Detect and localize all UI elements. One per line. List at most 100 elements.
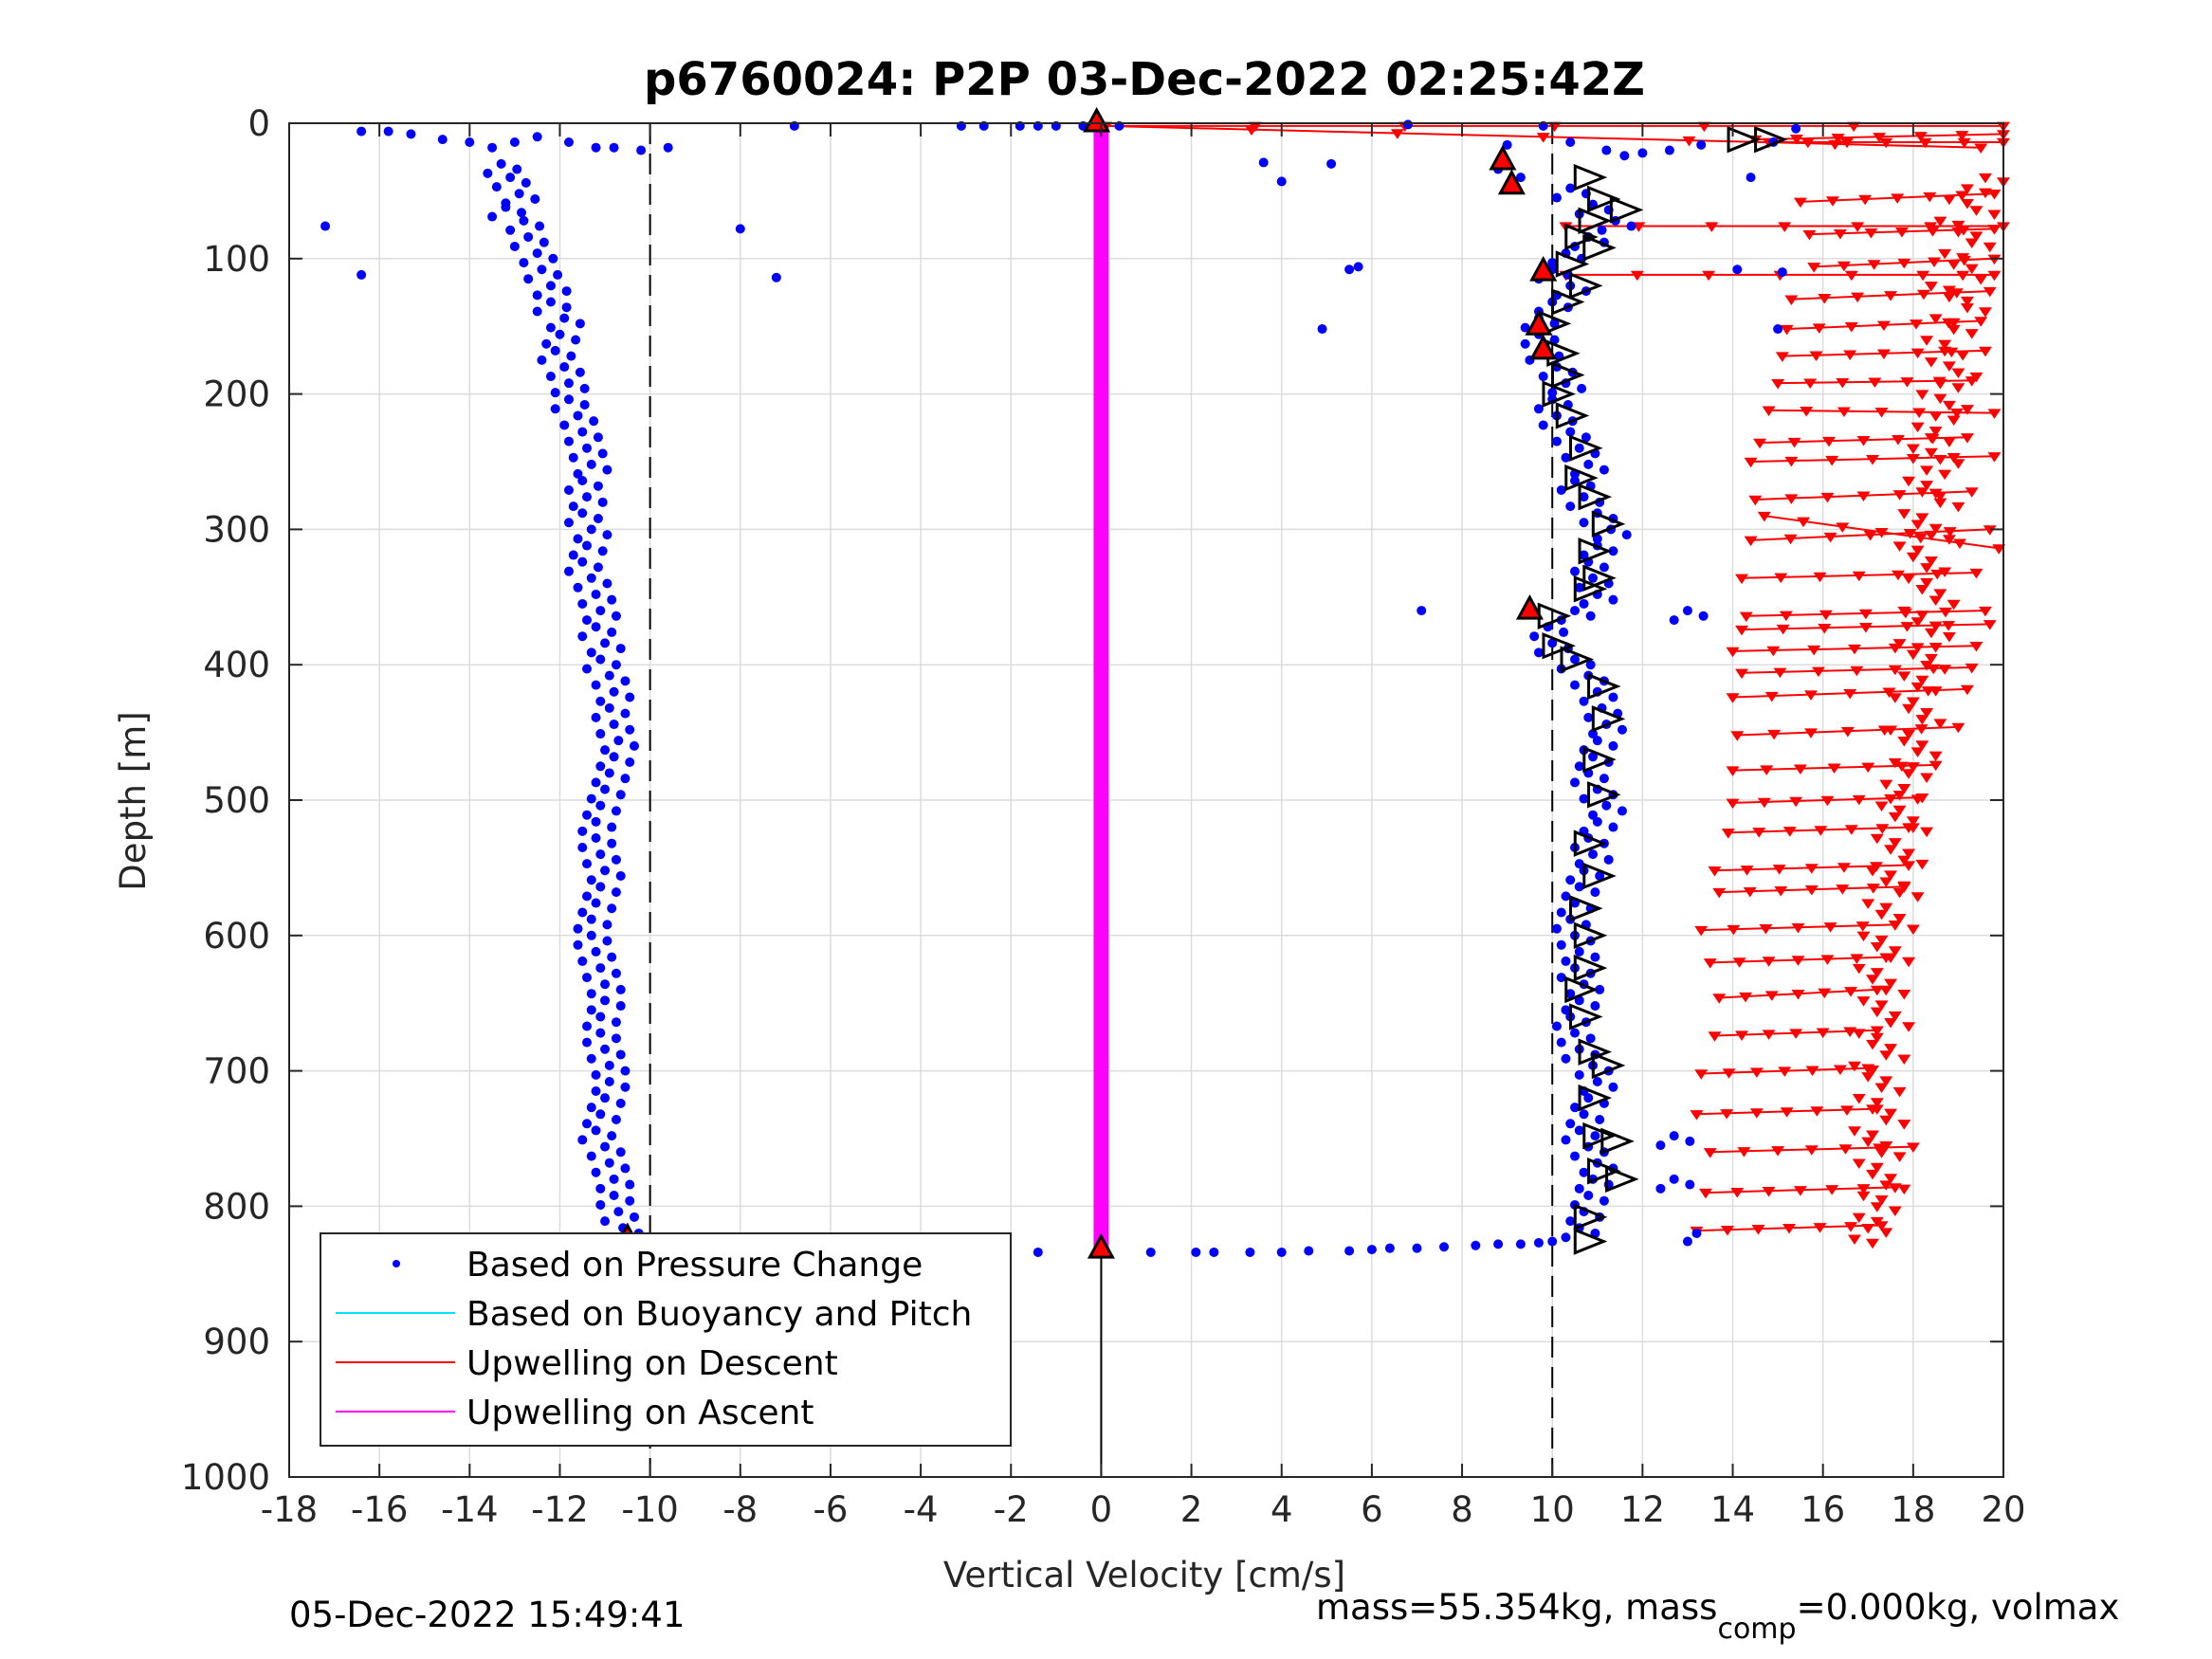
descent-marker [1810,1106,1824,1117]
pressure-point [487,142,498,153]
descent-cloud-marker [1910,747,1925,757]
pressure-point [615,644,626,654]
descent-marker [1914,724,1929,735]
descent-marker [1727,924,1741,936]
pressure-point [1583,712,1594,722]
descent-cloud-marker [1969,206,1983,216]
pressure-point [1533,647,1544,658]
descent-marker [1852,794,1866,806]
pressure-point [1617,806,1627,816]
pressure-point [1685,1179,1695,1190]
descent-marker [1837,863,1851,873]
open-triangle-marker [1564,975,1599,1004]
pressure-point [1417,606,1427,616]
y-tick-label: 100 [203,239,270,280]
legend-label-ascent: Upwelling on Ascent [466,1394,814,1432]
pressure-point [1565,875,1576,885]
descent-cloud-marker [1902,476,1916,487]
descent-cloud-marker [1861,1137,1875,1148]
pressure-point [559,362,570,373]
descent-cloud-marker [1965,329,1979,339]
pressure-point [1556,939,1566,950]
descent-marker [1690,1110,1704,1121]
descent-cloud-marker [1942,535,1956,545]
pressure-point [1669,1131,1679,1141]
descent-marker [1536,133,1550,143]
pressure-point [593,562,603,573]
descent-marker [1844,987,1858,997]
descent-marker [1978,606,1992,617]
pressure-point [591,142,601,153]
filled-red-marker [1515,593,1544,620]
descent-cloud-marker [1874,1148,1889,1158]
pressure-point [1276,176,1287,187]
descent-cloud-marker [1929,751,1943,762]
pressure-point [1402,119,1413,130]
pressure-point [1529,631,1540,642]
descent-cloud-marker [1910,520,1925,530]
pressure-point [1533,404,1544,414]
descent-cloud-marker [1870,833,1884,845]
pressure-point [586,930,596,940]
pressure-point [1664,145,1674,155]
x-tick-label: -8 [722,1489,758,1530]
pressure-point [491,182,502,192]
pressure-point [1592,816,1602,827]
pressure-point [607,627,617,637]
descent-cloud-marker [1870,1162,1884,1174]
x-tick-label: 4 [1271,1489,1293,1530]
pressure-point [1547,388,1558,398]
pressure-point [1493,1239,1504,1249]
descent-cloud-marker [1879,1180,1893,1191]
descent-cloud-marker [1965,238,1979,248]
descent-marker [1825,196,1839,207]
pressure-point [1592,736,1602,746]
pressure-point [615,870,626,881]
x-tick-label: -14 [441,1489,498,1530]
descent-marker [1807,645,1821,656]
pressure-point [602,530,612,540]
pressure-point [1608,546,1618,556]
descent-cloud-marker [1920,481,1934,491]
open-triangle-marker [1569,434,1603,462]
descent-marker [1947,453,1961,464]
descent-cloud-marker [1933,498,1947,509]
pressure-point [501,202,511,212]
descent-marker [1850,665,1864,677]
pressure-point [615,790,626,800]
descent-cloud-marker [1870,968,1884,978]
descent-marker [1960,433,1974,444]
pressure-point [604,1158,614,1168]
descent-cloud-marker [1888,946,1902,957]
open-triangle-marker [1555,402,1590,429]
pressure-point [1588,849,1599,860]
pressure-point [545,281,556,291]
descent-marker [1833,1065,1847,1075]
descent-cloud-marker [1924,447,1938,459]
pressure-point [1353,262,1363,272]
descent-marker [1864,228,1878,239]
pressure-point [595,1183,606,1194]
pressure-point [550,345,560,356]
descent-marker [1884,793,1898,805]
pressure-point [465,137,475,147]
descent-cloud-marker [1902,848,1916,859]
plot-area [320,106,2010,1259]
descent-marker [1847,644,1861,655]
descent-marker [1957,137,1971,149]
descent-cloud-marker [1978,307,1992,318]
descent-marker [1843,350,1857,361]
descent-marker [1803,378,1818,389]
descent-marker [1757,511,1771,522]
descent-marker [1892,490,1907,501]
pressure-point [586,1151,596,1161]
pressure-point [1574,443,1584,453]
descent-marker [1866,454,1880,465]
pressure-point [568,501,578,512]
y-tick-label: 300 [203,509,270,550]
descent-cloud-marker [1929,595,1943,606]
pressure-point [591,1125,601,1136]
descent-marker [1836,378,1850,389]
pressure-point [573,410,583,421]
descent-cloud-marker [1879,1140,1893,1152]
